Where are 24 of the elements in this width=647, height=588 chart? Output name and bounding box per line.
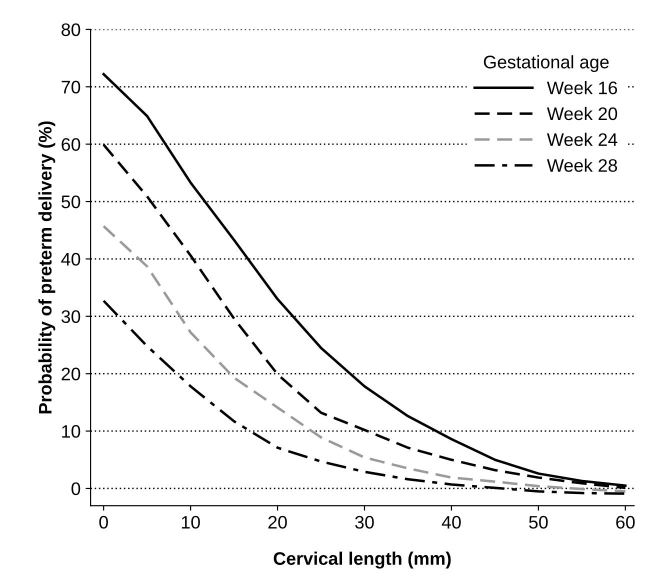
y-tick-label: 70 [62, 80, 80, 94]
legend-label: Week 20 [546, 106, 618, 120]
y-tick-label: 30 [61, 310, 80, 324]
line-series [102, 224, 627, 493]
y-tick-label: 10 [62, 425, 80, 438]
x-tick-label: 0 [99, 516, 108, 529]
legend-label: Week 16 [546, 81, 618, 94]
x-axis-title: Cervical length (mm) [274, 552, 451, 569]
x-tick-label: 20 [268, 516, 287, 529]
x-tick-label: 50 [529, 516, 548, 529]
x-tick-label: 60 [616, 516, 635, 529]
y-tick-label: 80 [62, 23, 80, 36]
y-tick-label: 50 [62, 195, 80, 208]
y-tick-label: 0 [72, 482, 80, 496]
legend-label: Week 28 [546, 158, 618, 172]
y-tick-label: 40 [61, 252, 80, 266]
x-tick-label: 30 [355, 516, 374, 529]
y-tick-label: 60 [62, 138, 80, 151]
y-tick-label: 20 [62, 368, 80, 380]
x-tick-label: 10 [182, 516, 200, 529]
x-tick-label: 40 [442, 516, 461, 529]
legend-title: Gestational age [484, 55, 609, 72]
legend-label: Week 24 [546, 132, 618, 146]
y-axis-title: Probability of preterm delivery (%) [38, 121, 56, 414]
